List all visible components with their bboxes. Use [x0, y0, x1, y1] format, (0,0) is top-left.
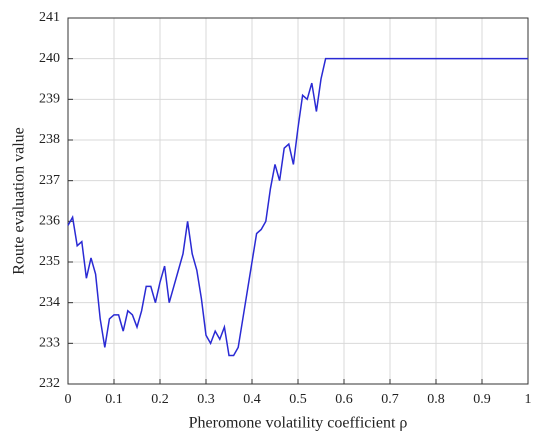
x-axis-label: Pheromone volatility coefficient ρ [189, 415, 408, 432]
y-tick-label: 234 [39, 295, 60, 310]
x-tick-label: 0.7 [381, 392, 399, 407]
x-tick-label: 0.3 [197, 392, 215, 407]
y-tick-label: 232 [39, 376, 60, 391]
y-axis-label: Route evaluation value [11, 127, 28, 275]
y-tick-label: 236 [39, 214, 60, 229]
y-tick-label: 238 [39, 132, 60, 147]
x-tick-label: 0.6 [335, 392, 353, 407]
y-tick-label: 233 [39, 336, 60, 351]
y-tick-label: 235 [39, 254, 60, 269]
y-tick-label: 241 [39, 10, 60, 25]
x-tick-label: 0.1 [105, 392, 123, 407]
x-tick-label: 0.9 [473, 392, 491, 407]
x-tick-label: 0.2 [151, 392, 169, 407]
x-tick-label: 0.8 [427, 392, 445, 407]
y-tick-label: 239 [39, 92, 60, 107]
x-tick-label: 1 [525, 392, 532, 407]
axes-box [67, 17, 529, 385]
y-tick-label: 237 [39, 173, 60, 188]
data-line [67, 57, 528, 357]
x-tick-label: 0 [65, 392, 72, 407]
x-tick-label: 0.4 [243, 392, 261, 407]
y-tick-label: 240 [39, 51, 60, 66]
x-tick-label: 0.5 [289, 392, 307, 407]
